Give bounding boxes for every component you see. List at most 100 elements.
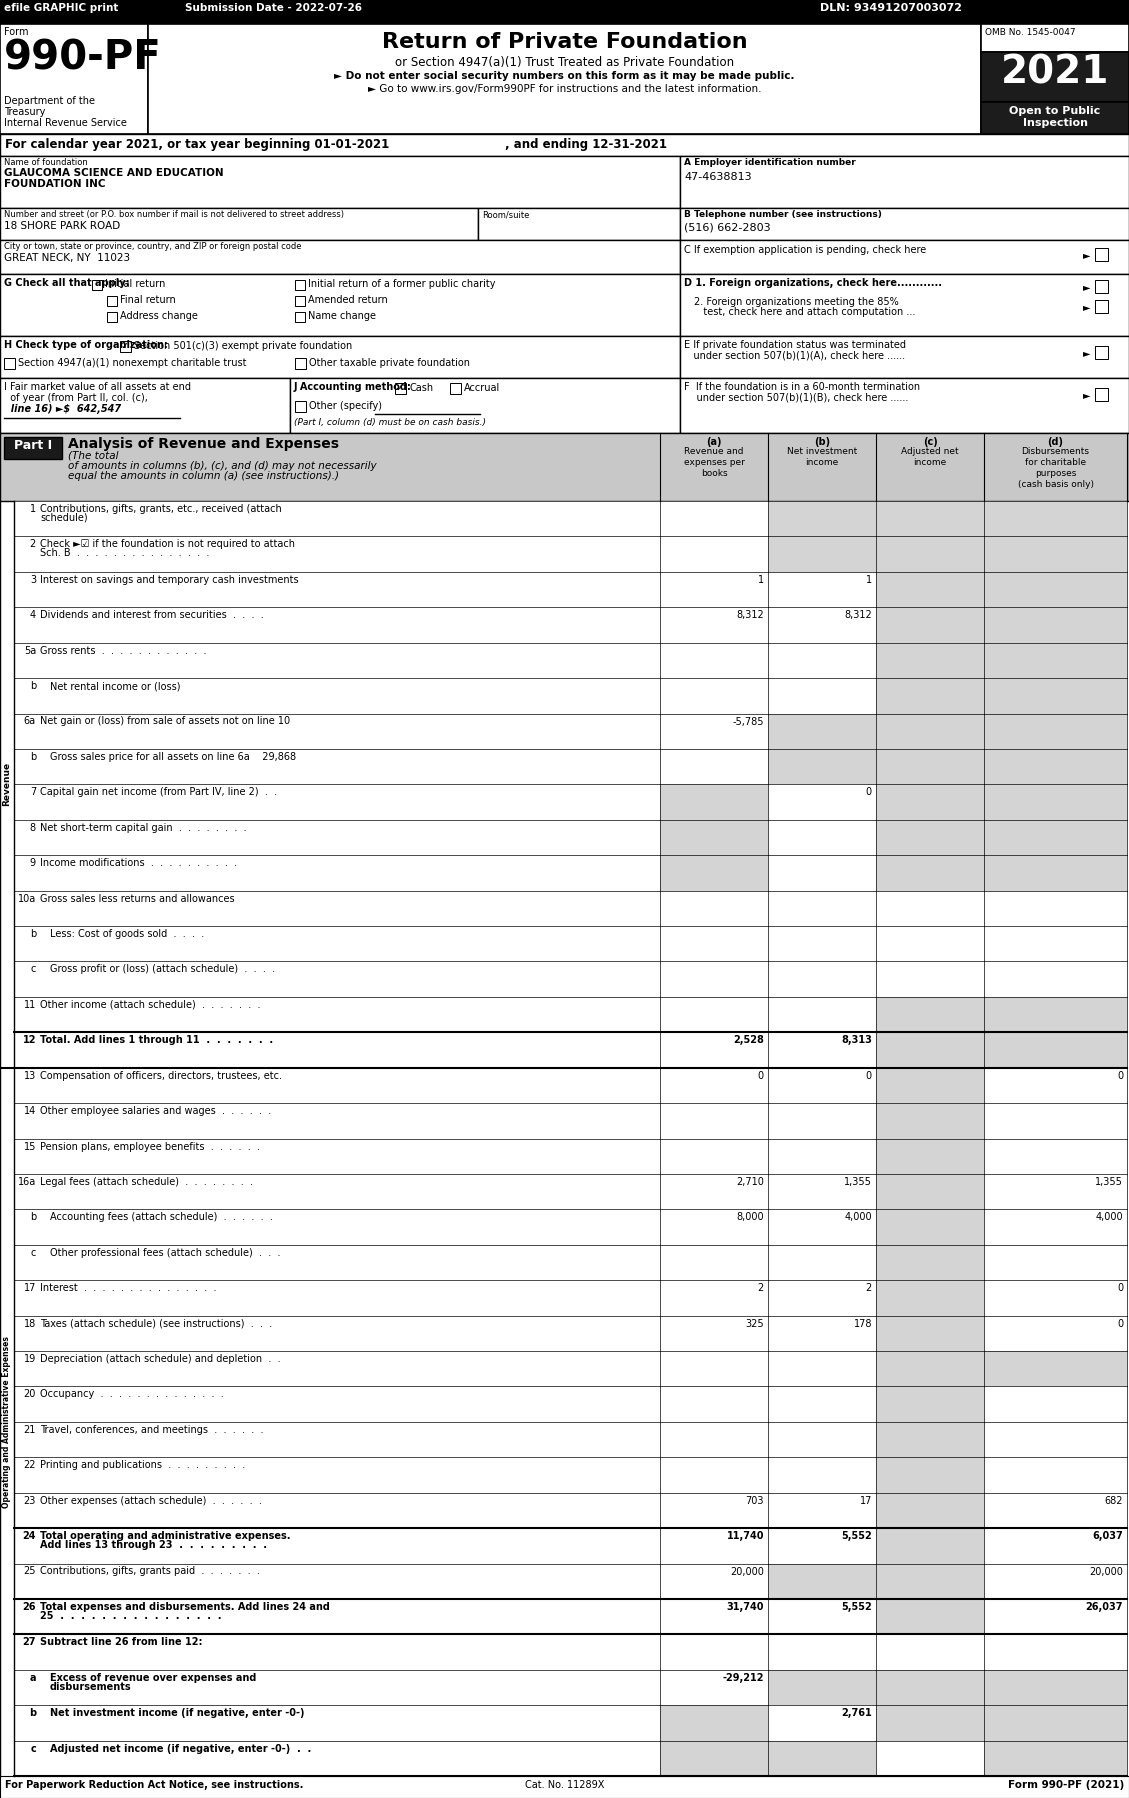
Bar [14,820,660,856]
Text: 1,355: 1,355 [1095,1178,1123,1187]
Text: 23: 23 [24,1496,36,1505]
Text: (516) 662-2803: (516) 662-2803 [684,221,771,232]
Text: 0: 0 [1117,1070,1123,1081]
Bar [14,608,660,642]
Bar [984,1104,1127,1138]
Bar [0,273,680,336]
Text: GLAUCOMA SCIENCE AND EDUCATION: GLAUCOMA SCIENCE AND EDUCATION [5,167,224,178]
Bar [14,642,660,678]
Bar [876,1316,984,1350]
Text: Section 4947(a)(1) nonexempt charitable trust: Section 4947(a)(1) nonexempt charitable … [18,358,246,369]
Bar [120,342,131,352]
Text: Revenue: Revenue [2,762,11,806]
Text: Dividends and interest from securities  .  .  .  .: Dividends and interest from securities .… [40,610,264,620]
Bar [14,1598,660,1634]
Text: income: income [805,458,839,467]
Bar [660,608,768,642]
Text: 1: 1 [758,575,764,584]
Bar [984,784,1127,820]
Bar [876,678,984,714]
Bar [768,536,876,572]
Bar [290,378,680,433]
Text: 47-4638813: 47-4638813 [684,173,752,182]
Text: (The total: (The total [68,451,119,460]
Text: I Fair market value of all assets at end: I Fair market value of all assets at end [5,381,191,392]
Text: under section 507(b)(1)(B), check here ......: under section 507(b)(1)(B), check here .… [684,394,909,403]
Text: b: b [29,1708,36,1719]
Bar [984,750,1127,784]
Bar [660,1740,768,1776]
Bar [984,1422,1127,1456]
Bar [876,714,984,750]
Text: For calendar year 2021, or tax year beginning 01-01-2021: For calendar year 2021, or tax year begi… [5,138,390,151]
Bar [660,1492,768,1528]
Bar [660,1210,768,1244]
Bar [91,280,102,289]
Bar [14,678,660,714]
Text: Disbursements: Disbursements [1022,448,1089,457]
Bar [14,1634,660,1670]
Bar [660,714,768,750]
Text: City or town, state or province, country, and ZIP or foreign postal code: City or town, state or province, country… [5,243,301,252]
Text: of year (from Part II, col. (c),: of year (from Part II, col. (c), [5,394,148,403]
Text: Contributions, gifts, grants paid  .  .  .  .  .  .  .: Contributions, gifts, grants paid . . . … [40,1566,260,1577]
Bar [660,820,768,856]
Bar [14,1528,660,1564]
Bar [450,383,461,394]
Bar [984,1210,1127,1244]
Bar [660,1564,768,1598]
Text: Other professional fees (attach schedule)  .  .  .: Other professional fees (attach schedule… [50,1248,280,1259]
Bar [768,1210,876,1244]
Bar [14,1422,660,1456]
Bar [768,1280,876,1316]
Bar [768,502,876,536]
Bar [1095,345,1108,360]
Text: E If private foundation status was terminated: E If private foundation status was termi… [684,340,905,351]
Text: 5,552: 5,552 [841,1532,872,1541]
Bar [660,536,768,572]
Bar [14,890,660,926]
Bar [660,1280,768,1316]
Text: income: income [913,458,946,467]
Bar [768,1564,876,1598]
Bar [14,1705,660,1740]
Text: Net gain or (loss) from sale of assets not on line 10: Net gain or (loss) from sale of assets n… [40,716,290,726]
Text: 26,037: 26,037 [1085,1602,1123,1613]
Bar [14,1740,660,1776]
Bar [768,1068,876,1104]
Text: 26: 26 [23,1602,36,1613]
Text: Number and street (or P.O. box number if mail is not delivered to street address: Number and street (or P.O. box number if… [5,210,344,219]
Text: Name of foundation: Name of foundation [5,158,88,167]
Bar [0,336,680,378]
Bar [660,1456,768,1492]
Text: Address change: Address change [120,311,198,322]
Bar [984,1598,1127,1634]
Text: Depreciation (attach schedule) and depletion  .  .: Depreciation (attach schedule) and deple… [40,1354,281,1365]
Bar [768,820,876,856]
Text: Department of the: Department of the [5,95,95,106]
Bar [984,678,1127,714]
Bar [984,1492,1127,1528]
Bar [768,1174,876,1210]
Bar [14,1492,660,1528]
Bar [768,1564,876,1598]
Bar [876,1068,984,1104]
Bar [876,1316,984,1350]
Bar [981,23,1129,52]
Text: 15: 15 [24,1142,36,1151]
Bar [876,1422,984,1456]
Bar [660,1350,768,1386]
Text: 4,000: 4,000 [844,1212,872,1223]
Bar [876,1422,984,1456]
Text: 2021: 2021 [1000,54,1109,92]
Text: Other income (attach schedule)  .  .  .  .  .  .  .: Other income (attach schedule) . . . . .… [40,1000,261,1010]
Text: F  If the foundation is in a 60-month termination: F If the foundation is in a 60-month ter… [684,381,920,392]
Text: 0: 0 [758,1070,764,1081]
Bar [876,1670,984,1705]
Bar [14,962,660,996]
Bar [876,536,984,572]
Bar [876,1244,984,1280]
Text: 990-PF: 990-PF [5,38,161,77]
Bar [876,1564,984,1598]
Bar [768,1598,876,1634]
